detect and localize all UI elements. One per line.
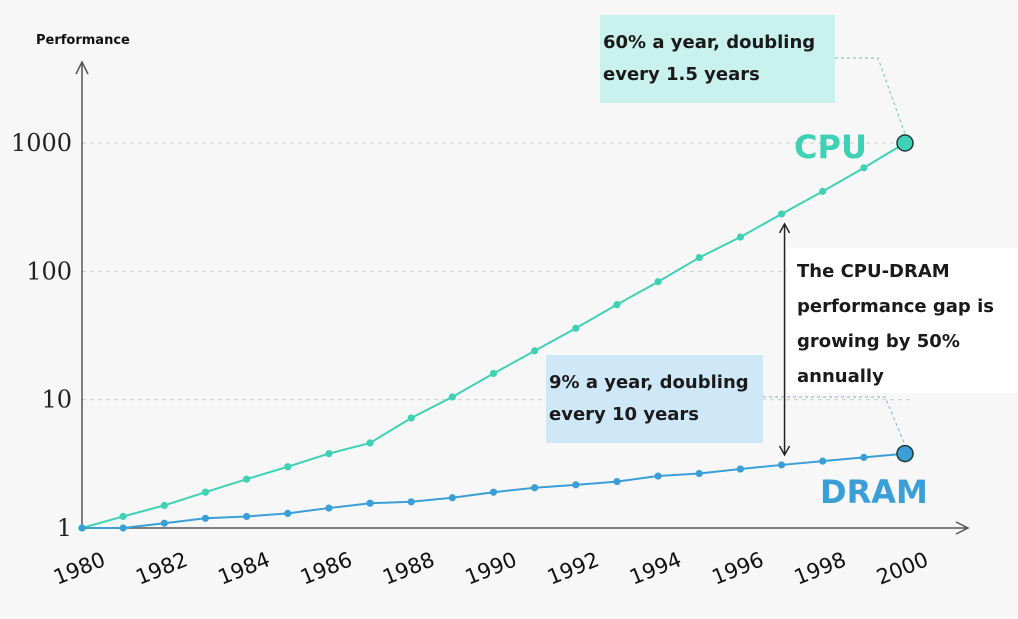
x-tick-1994: 1994 [626,547,685,589]
y-tick-labels: 1 10 100 1000 [11,129,72,542]
cpu-point [572,324,580,332]
dram-point [819,457,827,465]
dram-point [243,512,251,521]
dram-point [160,519,168,527]
dram-point [407,498,415,506]
cpu-point [489,369,498,378]
cpu-point [654,278,662,286]
cpu-point [896,134,914,152]
dram-point [695,469,703,478]
callout-connectors [763,57,906,445]
axes [75,60,970,535]
cpu-series-label: CPU [794,128,867,166]
x-axis-arrow [955,521,970,535]
y-tick-1000: 1000 [11,129,72,157]
dram-point [777,461,786,469]
gap-line-2: performance gap is [797,296,994,317]
cpu-point [531,347,539,355]
cpu-point [695,253,703,262]
cpu-point [777,210,786,218]
dram-point [284,509,292,517]
gap-line-4: annually [797,366,884,387]
cpu-rate-line-1: 60% a year, doubling [603,32,816,53]
x-tick-1996: 1996 [709,547,768,589]
cpu-rate-line-2: every 1.5 years [603,64,760,85]
series-lines [81,142,906,529]
dram-point [736,465,745,473]
cpu-point [325,449,333,458]
dram-point [78,524,86,532]
cpu-point [160,501,168,510]
dram-point [860,453,868,461]
y-axis-label: Performance [36,33,130,48]
cpu-point [613,301,621,309]
cpu-point [860,164,868,172]
x-tick-2000: 2000 [873,547,932,589]
dram-point [531,484,539,492]
dram-point [572,481,580,489]
gap-callout: The CPU-DRAM performance gap is growing … [787,248,1018,393]
gap-arrow-head-up [778,222,791,234]
cpu-point [736,233,745,241]
gap-line-3: growing by 50% [797,331,960,352]
dram-callout-connector [763,396,906,445]
dram-point [896,444,914,463]
gap-arrow [778,222,791,457]
dram-point [489,488,498,496]
dram-rate-line-1: 9% a year, doubling [549,372,749,393]
cpu-point [284,463,292,471]
cpu-point [119,512,127,521]
dram-point [448,494,456,502]
y-tick-1: 1 [57,514,72,542]
y-tick-10: 10 [41,386,72,414]
dram-point [613,477,621,486]
x-tick-1998: 1998 [791,547,850,589]
dram-rate-line-2: every 10 years [549,404,700,425]
series-points [78,134,914,532]
x-tick-1992: 1992 [544,547,603,589]
dram-point [119,524,127,532]
cpu-rate-callout: 60% a year, doubling every 1.5 years [600,15,835,103]
x-tick-1988: 1988 [379,547,438,589]
cpu-callout-connector [835,57,906,135]
x-tick-1980: 1980 [50,547,109,589]
dram-point [201,514,210,522]
dram-series-label: DRAM [820,473,928,511]
gap-line-1: The CPU-DRAM [797,261,950,282]
x-tick-1984: 1984 [215,547,274,589]
x-tick-labels: 1980 1982 1984 1986 1988 1990 1992 1994 1996 1998… [50,547,932,589]
cpu-point [407,414,415,422]
dram-point [325,504,333,512]
x-tick-1986: 1986 [297,547,356,589]
dram-point [366,499,374,507]
cpu-point [201,488,210,496]
gap-arrow-head-down [778,445,791,457]
cpu-point [819,187,827,195]
grid-lines [82,142,910,401]
y-axis-arrow [75,60,89,75]
cpu-line [81,142,906,529]
x-tick-1982: 1982 [132,547,191,589]
dram-rate-callout: 9% a year, doubling every 10 years [546,355,763,443]
dram-point [654,472,662,480]
cpu-point [448,393,456,401]
cpu-point [366,439,374,447]
y-tick-100: 100 [26,257,72,285]
cpu-point [243,475,251,483]
x-tick-1990: 1990 [462,547,521,589]
